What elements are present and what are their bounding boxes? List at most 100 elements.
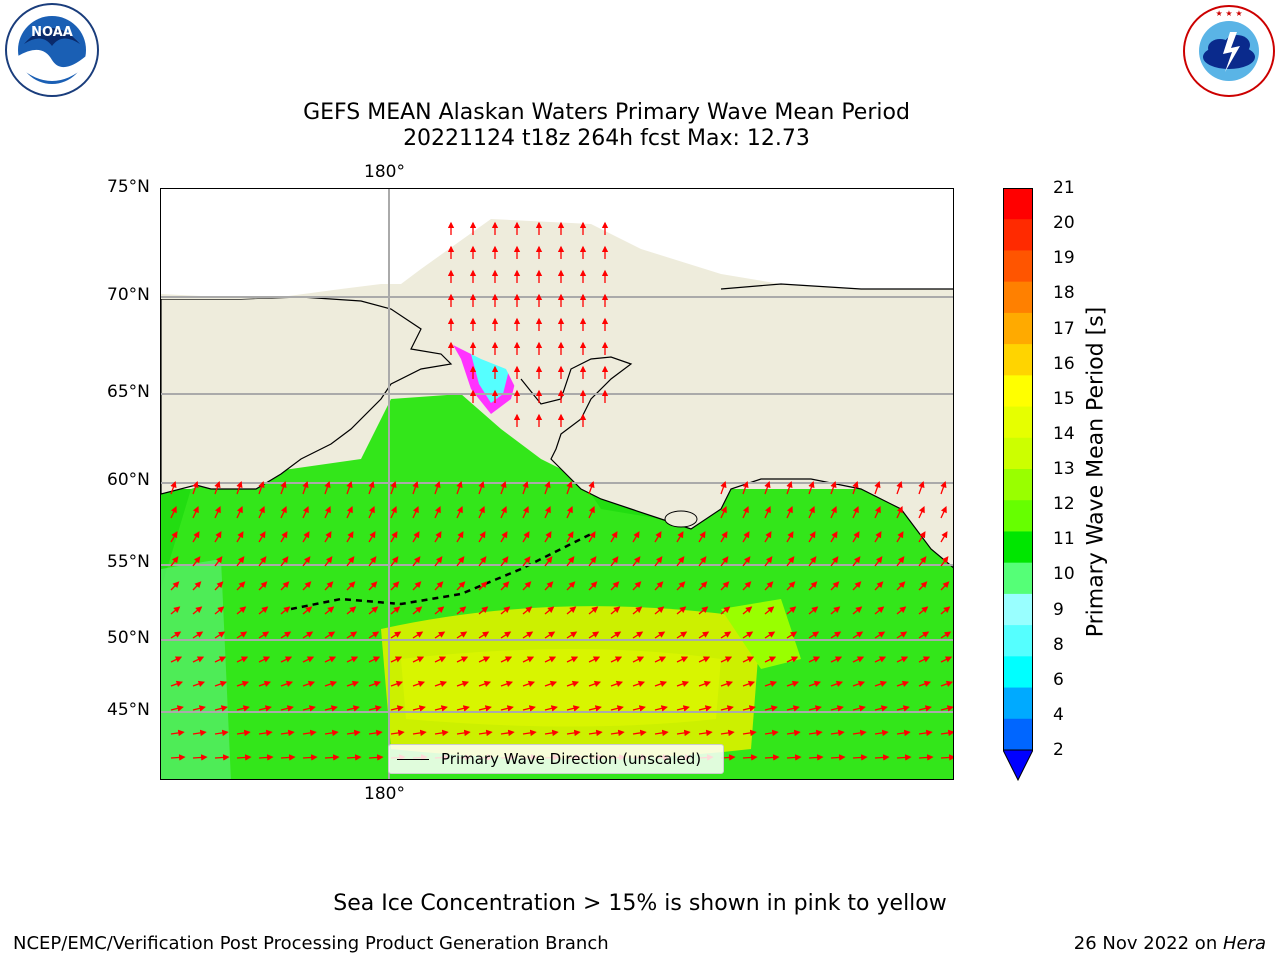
wave-arrow bbox=[500, 581, 510, 591]
wave-arrow bbox=[236, 480, 243, 495]
wave-arrow bbox=[368, 729, 383, 737]
wave-arrow bbox=[522, 581, 532, 591]
colorbar-segment bbox=[1003, 250, 1033, 283]
wave-arrow bbox=[588, 705, 602, 712]
wave-arrow bbox=[258, 581, 268, 591]
colorbar-segment bbox=[1003, 656, 1033, 689]
wave-arrow bbox=[368, 754, 384, 761]
wave-arrow bbox=[412, 606, 423, 615]
wave-arrow bbox=[874, 556, 883, 567]
wave-arrow bbox=[478, 705, 492, 712]
colorbar-tick-label: 20 bbox=[1053, 213, 1075, 234]
wave-arrow bbox=[522, 531, 530, 543]
ocean-field bbox=[161, 559, 231, 779]
wave-arrow bbox=[368, 705, 382, 712]
wave-arrow bbox=[544, 581, 554, 591]
wave-arrow bbox=[918, 656, 931, 663]
wave-arrow bbox=[236, 581, 246, 591]
wave-arrow bbox=[610, 656, 623, 663]
colorbar-segment bbox=[1003, 219, 1033, 251]
wave-arrow bbox=[720, 631, 732, 639]
wave-arrow bbox=[456, 729, 471, 737]
wave-arrow bbox=[170, 506, 177, 519]
wave-arrow bbox=[720, 680, 734, 687]
wave-arrow bbox=[346, 754, 362, 761]
wave-arrow bbox=[874, 506, 881, 519]
land-siberia bbox=[161, 296, 453, 495]
wave-arrow bbox=[390, 729, 405, 737]
wave-arrow bbox=[808, 705, 822, 712]
colorbar-tick-label: 17 bbox=[1053, 318, 1075, 339]
wave-arrow bbox=[346, 656, 359, 663]
colorbar-segment bbox=[1003, 312, 1033, 345]
wave-arrow bbox=[852, 506, 859, 519]
wave-arrow bbox=[852, 754, 868, 761]
wave-arrow bbox=[808, 556, 817, 567]
colorbar-segment bbox=[1003, 531, 1033, 564]
wave-arrow bbox=[302, 506, 309, 519]
wave-arrow bbox=[456, 631, 468, 639]
wave-arrow bbox=[852, 606, 863, 615]
wave-arrow bbox=[324, 705, 338, 712]
wave-arrow bbox=[808, 581, 818, 591]
wave-arrow bbox=[830, 656, 843, 663]
wave-arrow bbox=[676, 729, 691, 737]
wave-arrow bbox=[214, 506, 221, 519]
wave-arrow bbox=[500, 656, 513, 663]
wave-arrow bbox=[346, 506, 353, 519]
wave-arrow bbox=[918, 729, 933, 737]
wave-arrow bbox=[192, 531, 200, 543]
wave-arrow bbox=[522, 480, 529, 495]
wave-arrow bbox=[170, 556, 179, 567]
wave-arrow bbox=[522, 556, 531, 567]
wave-arrow bbox=[324, 531, 332, 543]
colorbar-tick-label: 12 bbox=[1053, 494, 1075, 515]
wave-arrow bbox=[566, 631, 578, 639]
wave-arrow bbox=[412, 705, 426, 712]
wave-arrow bbox=[918, 606, 929, 615]
wave-arrow bbox=[478, 656, 491, 663]
wave-arrow bbox=[214, 754, 230, 761]
wave-arrow bbox=[522, 705, 536, 712]
wave-arrow bbox=[698, 606, 709, 615]
wave-arrow bbox=[808, 506, 815, 519]
wave-arrow bbox=[500, 556, 509, 567]
wave-arrow bbox=[742, 754, 758, 761]
colorbar-tick-label: 2 bbox=[1053, 740, 1064, 760]
wave-arrow bbox=[236, 631, 248, 639]
wave-arrow bbox=[852, 656, 865, 663]
colorbar-tick-label: 9 bbox=[1053, 599, 1064, 620]
wave-arrow bbox=[324, 480, 331, 495]
wave-arrow bbox=[412, 581, 422, 591]
wave-arrow bbox=[258, 480, 265, 495]
wave-arrow bbox=[214, 556, 223, 567]
colorbar-tick-label: 11 bbox=[1053, 529, 1075, 550]
wave-arrow bbox=[522, 656, 535, 663]
noaa-logo: NOAA bbox=[2, 2, 102, 102]
wave-arrow bbox=[456, 705, 470, 712]
wave-arrow bbox=[940, 729, 953, 737]
wave-arrow bbox=[940, 606, 951, 615]
wave-arrow bbox=[478, 531, 486, 543]
wave-arrow bbox=[170, 705, 184, 712]
ocean-field bbox=[401, 649, 721, 727]
wave-arrow bbox=[654, 531, 662, 543]
ocean-arctic bbox=[161, 189, 953, 297]
wave-arrow bbox=[654, 705, 668, 712]
wave-arrow bbox=[918, 531, 926, 543]
wave-arrow bbox=[588, 729, 603, 737]
wave-arrow bbox=[456, 506, 463, 519]
wave-arrow bbox=[698, 631, 710, 639]
wave-arrow bbox=[346, 606, 357, 615]
wave-arrow bbox=[764, 606, 775, 615]
wave-arrow bbox=[808, 729, 823, 737]
wave-arrow bbox=[610, 729, 625, 737]
wave-arrow bbox=[500, 680, 514, 687]
wave-arrow bbox=[830, 705, 844, 712]
wave-arrow bbox=[192, 680, 206, 687]
wave-arrow bbox=[258, 705, 272, 712]
wave-arrow bbox=[522, 506, 529, 519]
wave-arrow bbox=[698, 581, 708, 591]
wave-arrow bbox=[940, 581, 950, 591]
wave-arrow bbox=[280, 680, 294, 687]
